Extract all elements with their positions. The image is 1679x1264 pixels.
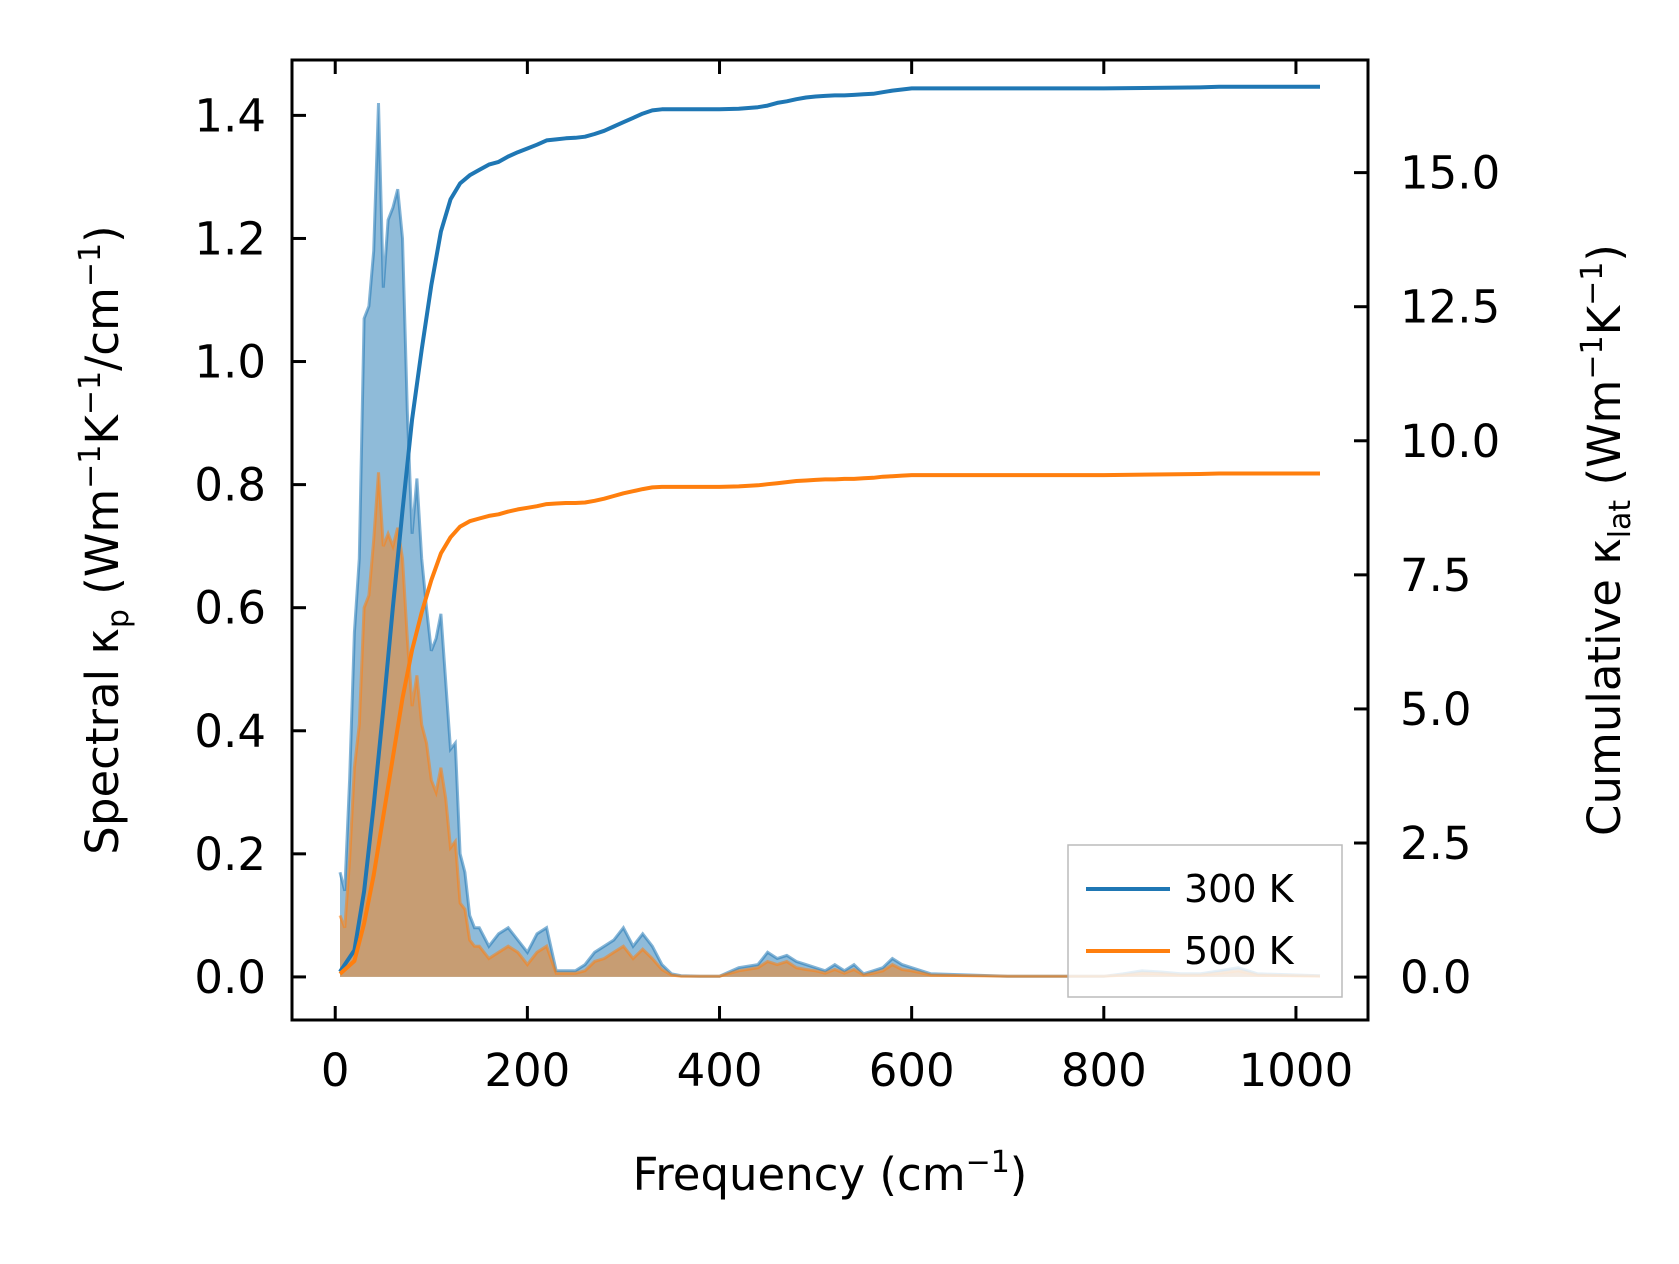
- axis-ticks: 0 200 400 600 800 1000 0.0 0.2 0.4 0.6 0.8 1.0 1.2 1.…: [194, 60, 1500, 1097]
- y-left-tick-label: 0.2: [194, 828, 266, 881]
- y-right-tick-label: 5.0: [1400, 683, 1472, 736]
- spectral-edge-500-k: [338, 472, 1321, 978]
- x-tick-label: 1000: [1239, 1044, 1354, 1097]
- x-tick-label: 400: [677, 1044, 763, 1097]
- spectral-fill-500-k: [340, 472, 1320, 977]
- y-left-tick-label: 1.0: [194, 336, 266, 389]
- x-tick-label: 200: [484, 1044, 570, 1097]
- y-right-tick-label: 12.5: [1400, 281, 1500, 334]
- x-tick-label: 0: [321, 1044, 350, 1097]
- spectral-edge-300-k: [338, 103, 1321, 978]
- plot-frame: [290, 58, 1370, 1022]
- y-axis-label-right: Cumulative κlat (Wm−1K−1): [1575, 244, 1638, 836]
- spectral-fills: [338, 103, 1321, 978]
- x-axis-label: Frequency (cm−1): [633, 1145, 1028, 1201]
- series-lines: [338, 84, 1320, 976]
- y-axis-label-left: Spectral κp (Wm−1K−1/cm−1): [73, 225, 136, 854]
- cumulative-line-300-k: [338, 84, 1320, 973]
- legend-label-300k: 300 K: [1184, 867, 1295, 911]
- y-left-tick-label: 0.0: [194, 951, 266, 1004]
- y-right-tick-label: 15.0: [1400, 147, 1500, 200]
- legend: 300 K 500 K: [1067, 844, 1343, 998]
- cumulative-line-500-k: [338, 471, 1320, 976]
- y-right-tick-label: 0.0: [1400, 951, 1472, 1004]
- y-left-tick-label: 0.6: [194, 582, 266, 635]
- y-right-tick-label: 10.0: [1400, 415, 1500, 468]
- legend-frame: [1067, 844, 1343, 998]
- y-left-tick-label: 1.4: [194, 89, 266, 142]
- x-tick-label: 800: [1061, 1044, 1147, 1097]
- y-left-tick-label: 1.2: [194, 212, 266, 265]
- x-tick-label: 600: [869, 1044, 955, 1097]
- y-right-tick-label: 2.5: [1400, 817, 1472, 870]
- legend-label-500k: 500 K: [1184, 929, 1295, 973]
- y-left-tick-label: 0.4: [194, 705, 266, 758]
- plot-area: 0 200 400 600 800 1000 0.0 0.2 0.4 0.6 0.8 1.0 1.2 1.…: [194, 58, 1500, 1097]
- y-left-tick-label: 0.8: [194, 459, 266, 512]
- y-right-tick-label: 7.5: [1400, 549, 1472, 602]
